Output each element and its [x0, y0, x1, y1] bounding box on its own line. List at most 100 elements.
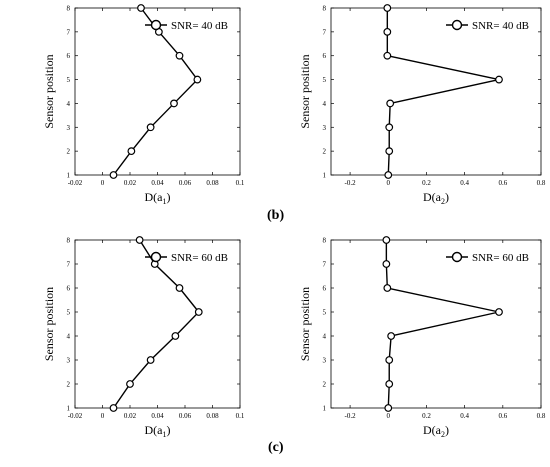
- plot-frame: [74, 7, 241, 176]
- x-tick-label: 0.8: [537, 412, 546, 420]
- y-tick-label: 2: [323, 148, 327, 156]
- panel-label-b: (b): [267, 208, 285, 223]
- data-point: [193, 75, 202, 84]
- data-point: [384, 171, 393, 179]
- data-point: [109, 171, 118, 179]
- y-tick-label: 1: [323, 172, 327, 180]
- x-tick-label: 0.2: [422, 412, 431, 420]
- chart-panel-2: -0.2 0 0.2 0.4 0.6 0.8 1 2 3 4 5 6 7 8 D(a2) Sensor pos…: [298, 4, 546, 206]
- y-tick-label: 5: [323, 76, 327, 84]
- legend-marker: [150, 251, 162, 263]
- data-point: [170, 99, 178, 108]
- x-tick-label: 0.2: [422, 179, 431, 187]
- data-point: [137, 4, 145, 12]
- data-point: [385, 123, 394, 132]
- data-point: [382, 260, 391, 268]
- legend-label: SNR= 40 dB: [171, 20, 228, 32]
- y-tick-label: 6: [67, 285, 71, 293]
- legend-label: SNR= 60 dB: [171, 252, 228, 264]
- x-tick-label: 0.06: [179, 179, 192, 187]
- y-tick-label: 4: [323, 100, 327, 108]
- data-point: [385, 356, 394, 364]
- y-tick-label: 4: [323, 333, 327, 341]
- plot-frame: [330, 239, 542, 409]
- y-tick-label: 8: [67, 5, 71, 13]
- data-point: [383, 4, 392, 12]
- data-point: [171, 332, 180, 340]
- y-tick-label: 7: [67, 28, 71, 36]
- data-point: [109, 404, 118, 412]
- panel-label-c: (c): [268, 440, 284, 455]
- x-tick-label: 0.6: [498, 179, 507, 187]
- y-tick-label: 3: [323, 357, 327, 365]
- x-tick-label: 0: [387, 412, 391, 420]
- data-point: [383, 51, 392, 60]
- chart-panel-3: -0.02 0 0.02 0.04 0.06 0.08 0.1 1 2 3 4 5 6 7 8 D(a1) Se…: [42, 236, 245, 439]
- y-tick-label: 7: [67, 261, 71, 269]
- y-tick-label: 5: [67, 309, 71, 317]
- x-axis-label: D(a2): [423, 423, 449, 439]
- data-point: [495, 308, 503, 316]
- y-tick-label: 8: [323, 5, 327, 13]
- y-tick-label: 3: [323, 124, 327, 132]
- x-tick-label: 0.04: [151, 179, 164, 187]
- data-point: [387, 332, 396, 340]
- x-tick-label: -0.2: [345, 179, 357, 187]
- x-axis-label: D(a2): [423, 190, 449, 206]
- chart-panel-1: -0.02 0 0.02 0.04 0.06 0.08 0.1 1 2 3 4 5 6 7 8 D(a1) Se…: [42, 4, 245, 206]
- y-tick-label: 5: [323, 309, 327, 317]
- series-line: [386, 8, 500, 176]
- y-tick-label: 6: [67, 52, 71, 60]
- x-tick-label: 0.02: [124, 179, 137, 187]
- x-tick-label: 0.6: [498, 412, 507, 420]
- y-tick-label: 4: [67, 333, 71, 341]
- y-tick-label: 2: [67, 381, 71, 389]
- legend-label: SNR= 40 dB: [472, 20, 529, 32]
- x-tick-label: 0.4: [460, 179, 469, 187]
- y-tick-label: 5: [67, 76, 71, 84]
- y-tick-label: 4: [67, 100, 71, 108]
- data-point: [146, 356, 155, 364]
- legend-marker: [150, 19, 162, 31]
- y-tick-label: 3: [67, 357, 71, 365]
- x-tick-label: -0.2: [345, 412, 357, 420]
- data-point: [385, 380, 394, 388]
- series-line: [112, 7, 199, 176]
- y-tick-label: 7: [323, 28, 327, 36]
- y-axis-label: Sensor position: [298, 287, 312, 361]
- x-tick-label: 0: [101, 412, 105, 420]
- data-point: [135, 236, 144, 244]
- x-axis-label: D(a1): [145, 190, 171, 206]
- legend-marker: [451, 251, 463, 263]
- data-point: [127, 147, 136, 156]
- x-tick-label: 0.02: [124, 412, 137, 420]
- data-point: [382, 236, 391, 244]
- x-tick-label: -0.02: [68, 179, 83, 187]
- data-point: [126, 380, 134, 388]
- y-tick-label: 3: [67, 124, 71, 132]
- data-point: [386, 99, 395, 108]
- x-tick-label: 0: [101, 179, 105, 187]
- y-tick-label: 2: [67, 148, 71, 156]
- y-tick-label: 6: [323, 52, 327, 60]
- plot-frame: [74, 239, 241, 409]
- data-point: [175, 51, 184, 60]
- legend-label: SNR= 60 dB: [472, 252, 529, 264]
- x-tick-label: 0.8: [537, 179, 546, 187]
- y-tick-label: 1: [67, 172, 71, 180]
- y-axis-label: Sensor position: [42, 54, 56, 128]
- chart-panel-4: -0.2 0 0.2 0.4 0.6 0.8 1 2 3 4 5 6 7 8 D(a2) Sensor pos…: [298, 236, 546, 439]
- x-tick-label: 0.04: [151, 412, 164, 420]
- y-tick-label: 1: [67, 405, 71, 413]
- data-point: [175, 284, 184, 292]
- data-point: [194, 308, 203, 316]
- y-tick-label: 8: [323, 237, 327, 245]
- x-axis-label: D(a1): [145, 423, 171, 439]
- y-axis-label: Sensor position: [42, 287, 56, 361]
- x-tick-label: 0.08: [206, 179, 219, 187]
- y-tick-label: 6: [323, 285, 327, 293]
- x-tick-label: 0: [387, 179, 391, 187]
- y-tick-label: 1: [323, 405, 327, 413]
